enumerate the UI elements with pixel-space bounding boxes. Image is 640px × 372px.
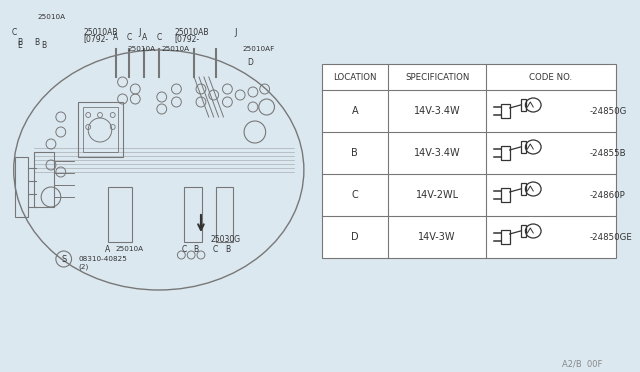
Text: C: C [127,32,132,42]
Text: E: E [17,41,22,49]
Text: A: A [351,106,358,116]
Text: A: A [141,32,147,42]
Text: 14V-3.4W: 14V-3.4W [414,106,461,116]
Text: -24850GE: -24850GE [589,232,632,241]
Text: 08310-40825: 08310-40825 [79,256,127,262]
Text: [0792-: [0792- [175,35,200,44]
Text: CODE NO.: CODE NO. [529,73,572,81]
Text: 25030G: 25030G [211,234,241,244]
Bar [520,225,526,237]
Bar [501,146,509,160]
Text: B: B [351,148,358,158]
Bar [520,141,526,153]
Text: C: C [213,244,218,253]
Text: 25010A: 25010A [37,14,65,20]
Text: (2): (2) [79,264,89,270]
Text: 25010A: 25010A [162,46,190,52]
Text: A: A [105,244,111,253]
Text: -24855B: -24855B [589,148,626,157]
Bar [15,157,28,217]
Text: D: D [247,58,253,67]
Text: C: C [351,190,358,200]
Text: S: S [61,254,67,263]
Bar [520,99,526,111]
Text: 25010A: 25010A [116,246,144,252]
Text: D: D [351,232,358,242]
Bar [83,107,118,152]
Bar [501,188,509,202]
Bar [35,152,54,207]
Text: B: B [193,244,198,253]
Text: 25010AF: 25010AF [242,46,275,52]
Text: 14V-3.4W: 14V-3.4W [414,148,461,158]
Text: J: J [234,28,237,36]
Bar [79,102,122,157]
Bar [108,187,132,242]
Text: LOCATION: LOCATION [333,73,376,81]
Bar [216,187,234,242]
Text: 14V-3W: 14V-3W [419,232,456,242]
Text: C: C [156,32,161,42]
Text: A: A [113,32,118,42]
Text: B: B [225,244,230,253]
Bar [184,187,202,242]
Text: 25010AB: 25010AB [175,28,209,36]
Text: 25010A: 25010A [127,46,156,52]
Text: C: C [12,28,17,36]
Text: B: B [35,38,40,46]
Bar [501,104,509,118]
Text: 25010AB: 25010AB [83,28,118,36]
Bar [520,183,526,195]
Text: A2/B  00F: A2/B 00F [563,359,603,369]
Text: J: J [138,28,140,36]
Text: [0792-: [0792- [83,35,108,44]
Text: B: B [42,41,47,49]
Text: SPECIFICATION: SPECIFICATION [405,73,469,81]
Text: -24850G: -24850G [589,106,627,115]
Bar [501,230,509,244]
Bar [321,64,616,258]
Text: 14V-2WL: 14V-2WL [415,190,459,200]
Text: C: C [182,244,187,253]
Text: -24860P: -24860P [589,190,625,199]
Text: B: B [17,38,22,46]
